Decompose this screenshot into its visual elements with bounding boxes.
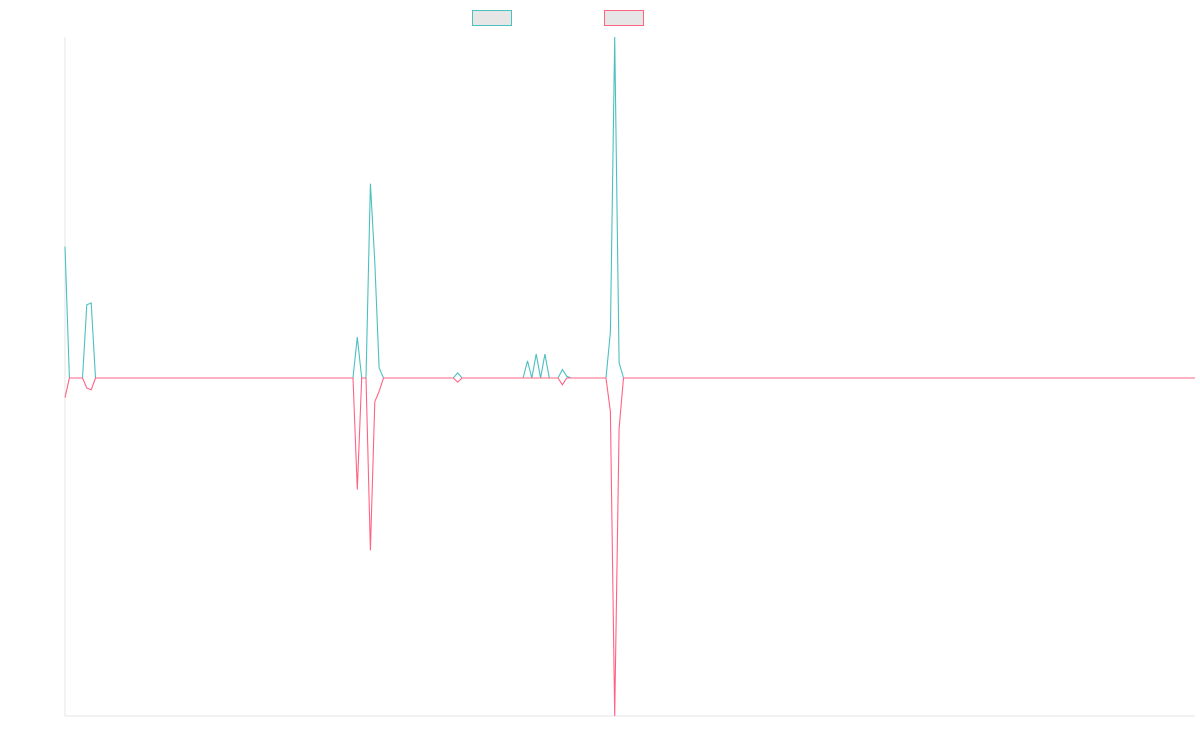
legend-swatch-2[interactable] xyxy=(604,10,644,26)
series-line-1 xyxy=(64,36,1195,379)
series-line-2 xyxy=(64,377,1195,717)
legend xyxy=(472,10,644,26)
series-layer xyxy=(64,36,1195,717)
axes xyxy=(64,37,1195,717)
legend-swatch-1[interactable] xyxy=(472,10,512,26)
